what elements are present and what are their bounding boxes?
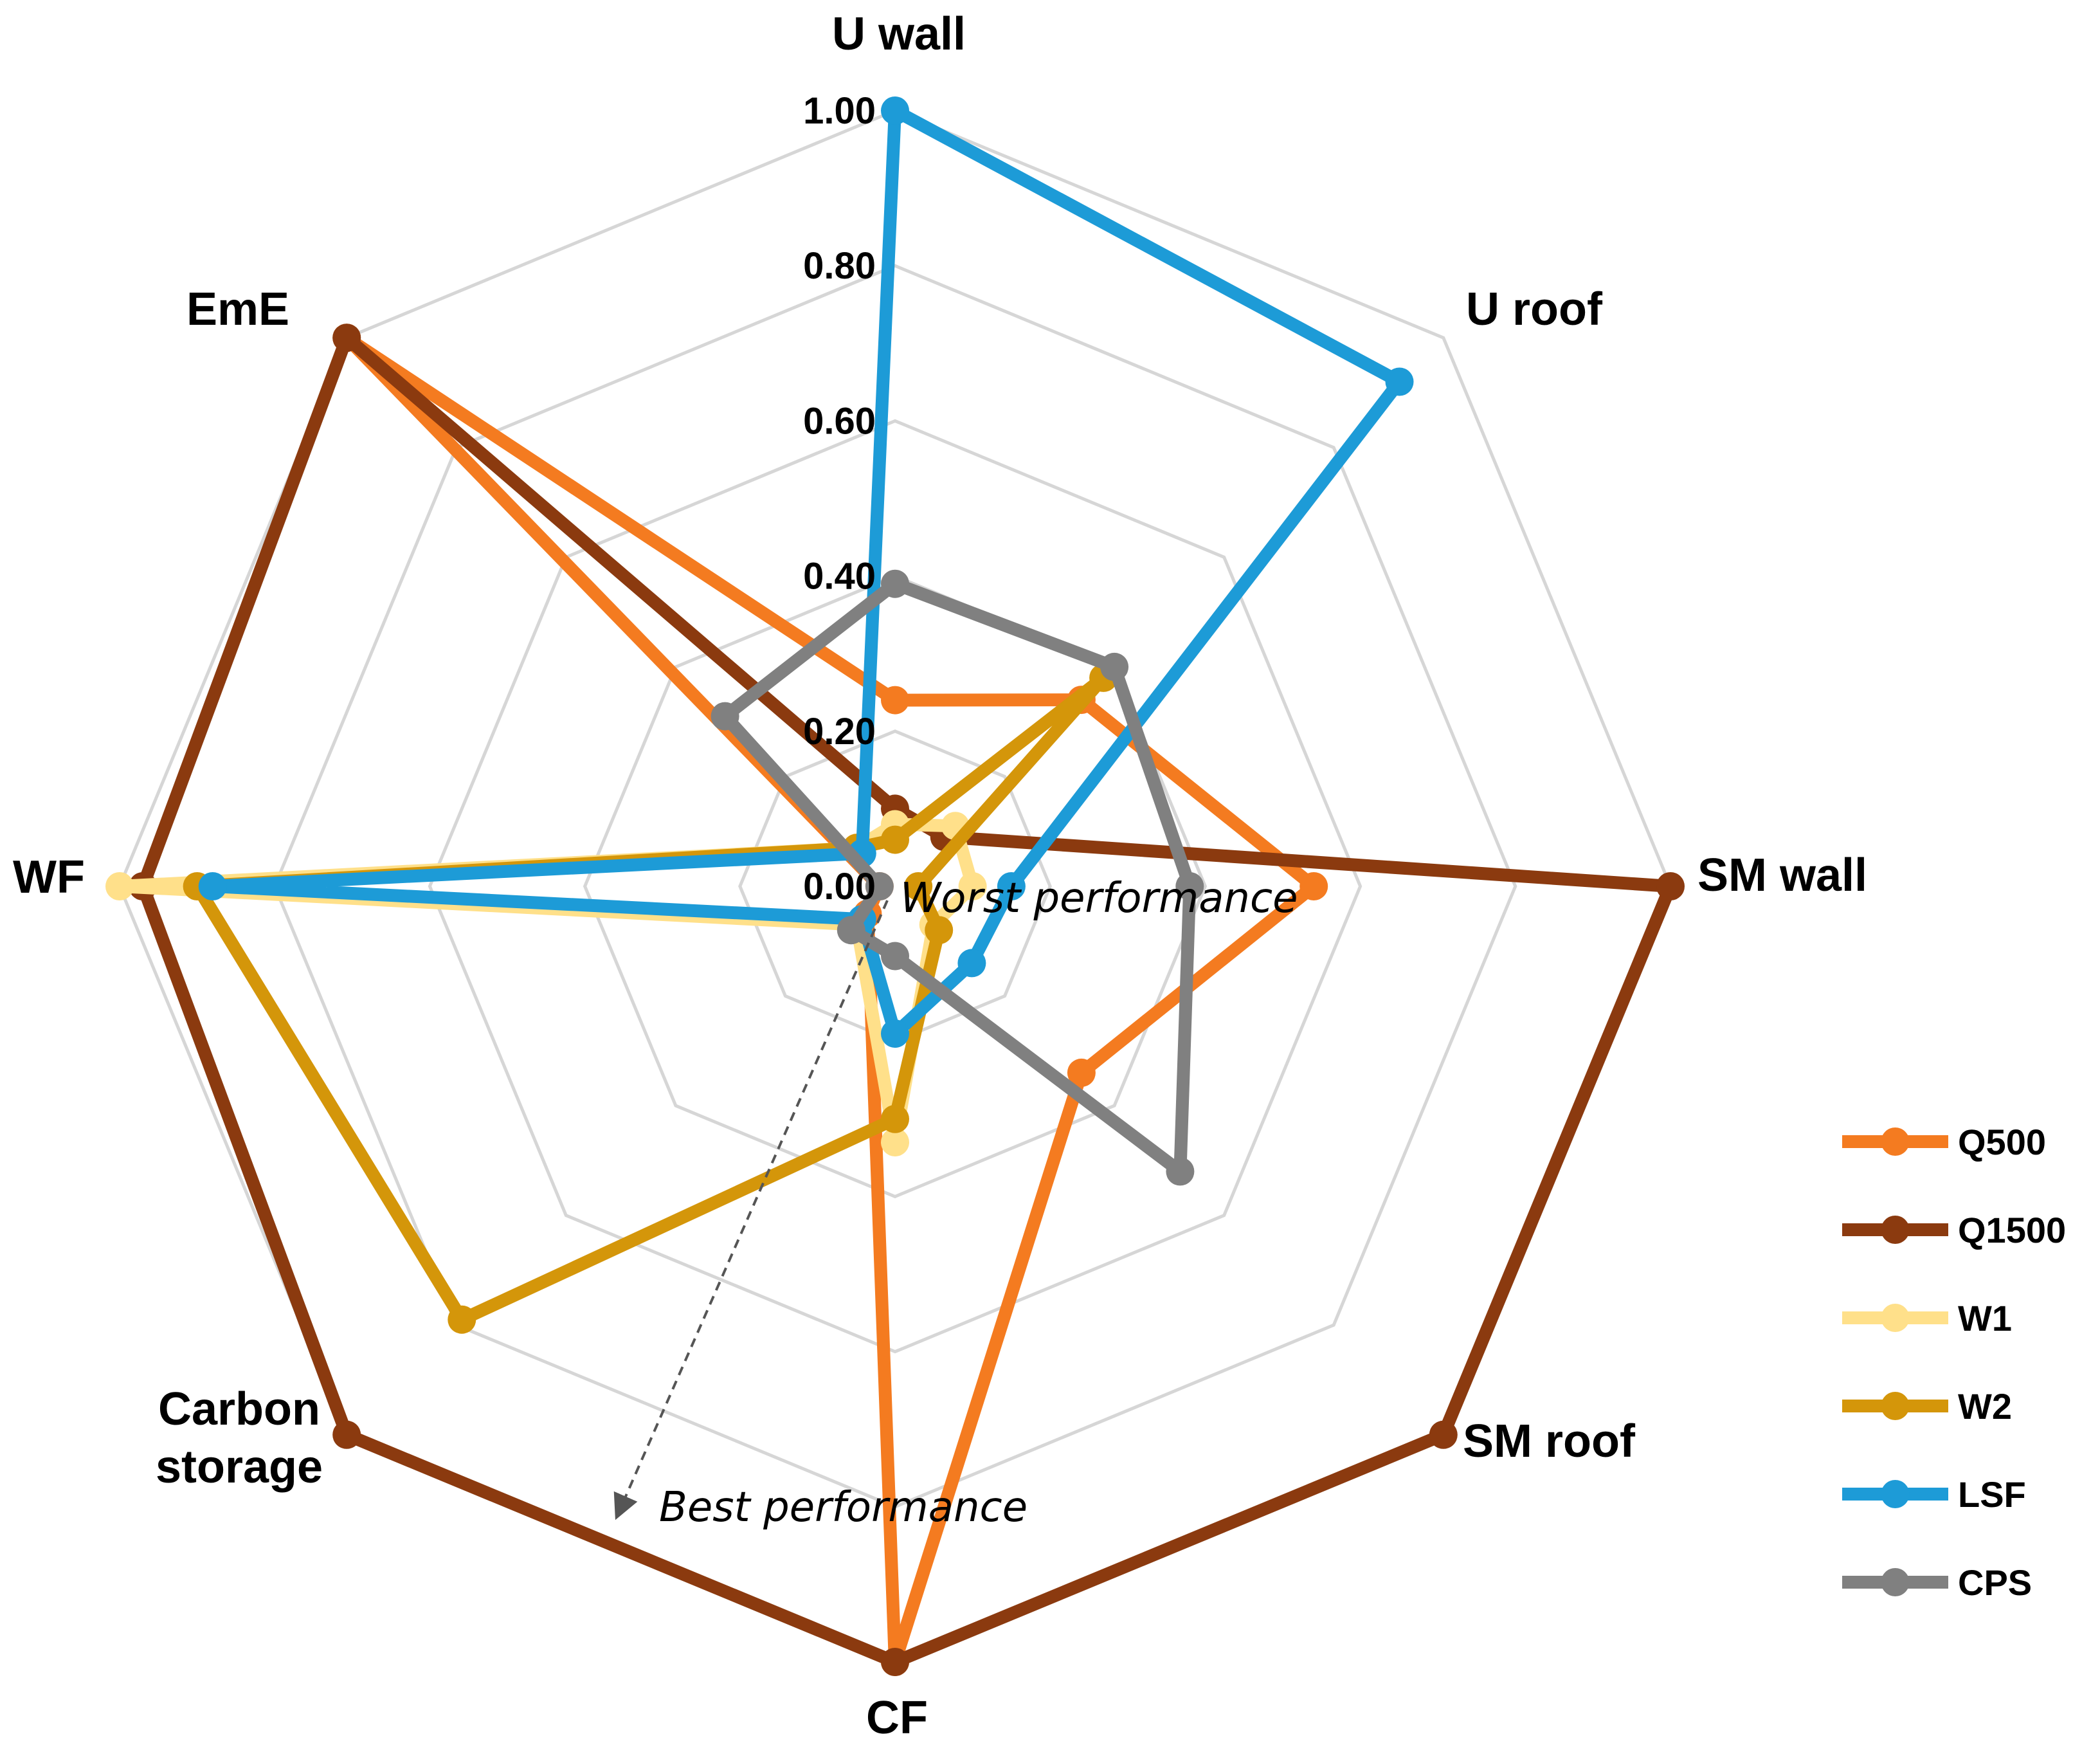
series-lsf xyxy=(198,96,1414,1048)
legend-marker-cps xyxy=(1881,1568,1910,1596)
series-q1500 xyxy=(129,324,1685,1676)
data-point-cps-5 xyxy=(837,916,865,945)
legend-marker-lsf xyxy=(1881,1480,1910,1508)
legend-marker-w2 xyxy=(1881,1392,1910,1420)
axis-label-line: U roof xyxy=(1466,284,1603,335)
axis-label-line: WF xyxy=(13,852,85,903)
axis-label-u-wall: U wall xyxy=(832,8,966,60)
legend-marker-q500 xyxy=(1881,1127,1910,1156)
data-point-cps-4 xyxy=(881,942,909,971)
data-point-w2-4 xyxy=(881,1104,909,1133)
legend-entry-cps: CPS xyxy=(1842,1562,2032,1603)
tick-label-4: 0.80 xyxy=(803,245,876,287)
data-point-lsf-3 xyxy=(957,949,986,978)
axis-label-eme: EmE xyxy=(186,284,289,335)
data-point-lsf-2 xyxy=(997,872,1026,900)
data-point-w2-5 xyxy=(448,1305,476,1334)
data-point-w1-4 xyxy=(881,1128,909,1156)
legend-label-w2: W2 xyxy=(1958,1386,2012,1427)
axis-label-line: storage xyxy=(156,1441,323,1493)
axis-label-line: EmE xyxy=(186,284,289,335)
grid-ring-3 xyxy=(428,419,1362,1354)
radial-tick-labels: 0.00 0.20 0.40 0.60 0.80 1.00 xyxy=(803,90,876,908)
data-point-lsf-1 xyxy=(1385,367,1414,396)
performance-arrow xyxy=(613,900,889,1520)
tick-label-2: 0.40 xyxy=(803,556,876,598)
data-point-cps-1 xyxy=(1100,652,1129,681)
tick-label-3: 0.60 xyxy=(803,400,876,442)
best-performance-label: Best performance xyxy=(659,1484,1027,1531)
data-point-lsf-6 xyxy=(198,872,227,900)
data-point-w2-2 xyxy=(904,872,933,900)
series-q500 xyxy=(332,324,1328,1676)
data-point-w2-0 xyxy=(881,825,909,854)
legend-label-lsf: LSF xyxy=(1958,1474,2026,1515)
series-cps xyxy=(711,569,1204,1186)
performance-annotation: Worst performance Best performance xyxy=(613,875,1298,1531)
axis-label-line: CF xyxy=(866,1692,928,1744)
legend: Q500 Q1500 W1 W2 LSF CPS xyxy=(1842,1122,2066,1603)
axis-label-sm-roof: SM roof xyxy=(1463,1416,1636,1467)
data-point-cps-6 xyxy=(865,872,894,900)
data-point-lsf-4 xyxy=(881,1019,909,1048)
data-point-q500-3 xyxy=(1067,1058,1096,1087)
axis-label-carbon-storage: Carbon storage xyxy=(156,1383,323,1493)
data-point-w1-6 xyxy=(105,872,134,900)
series-line-q500 xyxy=(340,331,1321,1668)
axis-label-line: U wall xyxy=(832,8,966,60)
tick-label-0: 0.00 xyxy=(803,866,876,908)
legend-label-q1500: Q1500 xyxy=(1958,1210,2066,1250)
data-point-cps-7 xyxy=(711,702,739,731)
tick-label-1: 0.20 xyxy=(803,711,876,753)
data-point-cps-0 xyxy=(881,569,909,598)
legend-entry-q500: Q500 xyxy=(1842,1122,2046,1162)
data-point-q1500-5 xyxy=(332,1420,361,1449)
tick-label-5: 1.00 xyxy=(803,90,876,132)
data-point-w2-3 xyxy=(925,916,954,945)
data-point-q1500-7 xyxy=(332,324,361,352)
data-point-q1500-3 xyxy=(1429,1420,1458,1449)
legend-marker-w1 xyxy=(1881,1304,1910,1332)
axis-label-cf: CF xyxy=(866,1692,928,1744)
series-line-q1500 xyxy=(136,331,1677,1668)
axis-label-sm-wall: SM wall xyxy=(1697,850,1867,901)
data-point-cps-2 xyxy=(1175,872,1204,900)
axis-label-u-roof: U roof xyxy=(1466,284,1603,335)
legend-entry-q1500: Q1500 xyxy=(1842,1210,2066,1250)
axis-label-line: SM roof xyxy=(1463,1416,1636,1467)
data-point-q1500-4 xyxy=(881,1648,909,1676)
axis-labels: U wall U roof SM wall SM roof CF Carbon storag… xyxy=(13,8,1867,1744)
data-point-cps-3 xyxy=(1166,1157,1195,1186)
legend-entry-w1: W1 xyxy=(1842,1298,2012,1338)
legend-marker-q1500 xyxy=(1881,1216,1910,1244)
axis-label-line: SM wall xyxy=(1697,850,1867,901)
data-point-lsf-0 xyxy=(881,96,909,125)
series-layer xyxy=(105,96,1685,1676)
data-point-q500-0 xyxy=(881,686,909,715)
data-point-w1-2 xyxy=(958,872,987,900)
legend-entry-w2: W2 xyxy=(1842,1386,2012,1427)
legend-label-q500: Q500 xyxy=(1958,1122,2046,1162)
axis-label-line: Carbon xyxy=(158,1383,320,1435)
data-point-q1500-2 xyxy=(1656,872,1685,900)
axis-label-wf: WF xyxy=(13,852,85,903)
legend-entry-lsf: LSF xyxy=(1842,1474,2026,1515)
data-point-q500-2 xyxy=(1299,872,1328,900)
legend-label-cps: CPS xyxy=(1958,1562,2032,1603)
legend-label-w1: W1 xyxy=(1958,1298,2012,1338)
series-line-w2 xyxy=(190,671,1110,1326)
worst-performance-label: Worst performance xyxy=(900,875,1298,922)
